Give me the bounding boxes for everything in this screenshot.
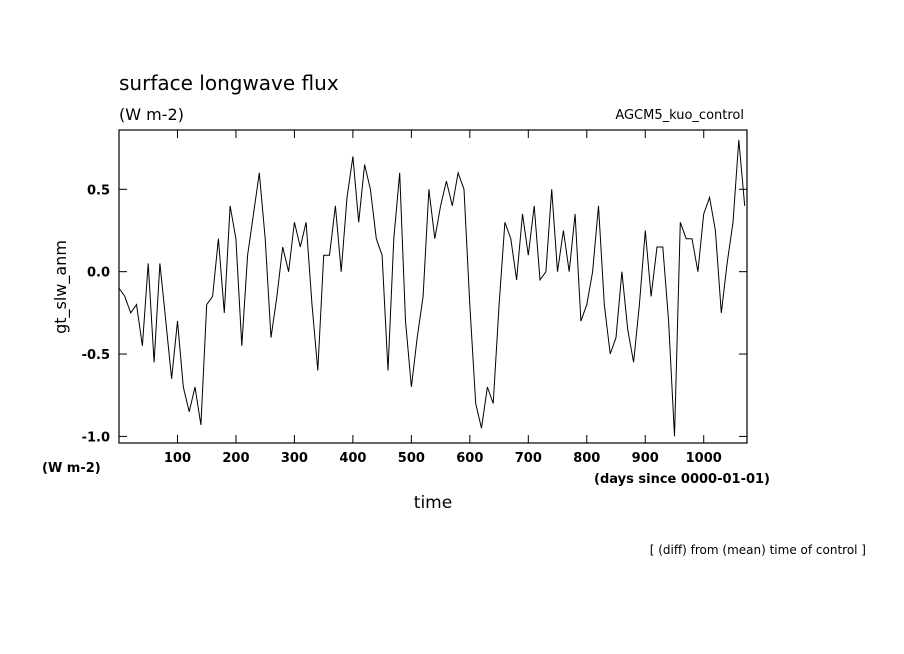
- x-tick-label: 700: [515, 451, 542, 466]
- chart-title: surface longwave flux: [119, 71, 339, 95]
- x-tick-label: 100: [164, 451, 191, 466]
- line-series: [118, 139, 746, 437]
- x-tick-label: 600: [456, 451, 483, 466]
- y-tick-label: 0.0: [87, 266, 110, 281]
- x-tick-label: 500: [398, 451, 425, 466]
- chart-subtitle: (W m-2): [119, 105, 184, 124]
- y-axis-label: gt_slw_anm: [51, 240, 71, 334]
- y-tick-label: -1.0: [82, 430, 110, 445]
- x-tick-label: 400: [339, 451, 366, 466]
- x-tick-label: 300: [281, 451, 308, 466]
- x-tick-label: 1000: [686, 451, 722, 466]
- footnote: [ (diff) from (mean) time of control ]: [650, 543, 866, 557]
- x-tick-label: 200: [222, 451, 249, 466]
- plot-frame: [118, 129, 748, 444]
- x-tick-label: 900: [632, 451, 659, 466]
- annotation: AGCM5_kuo_control: [615, 108, 744, 123]
- y-units: (W m-2): [42, 461, 101, 476]
- y-tick-label: -0.5: [82, 348, 110, 363]
- x-units: (days since 0000-01-01): [594, 472, 770, 487]
- x-axis-label: time: [414, 493, 452, 513]
- y-tick-label: 0.5: [87, 183, 110, 198]
- x-tick-label: 800: [573, 451, 600, 466]
